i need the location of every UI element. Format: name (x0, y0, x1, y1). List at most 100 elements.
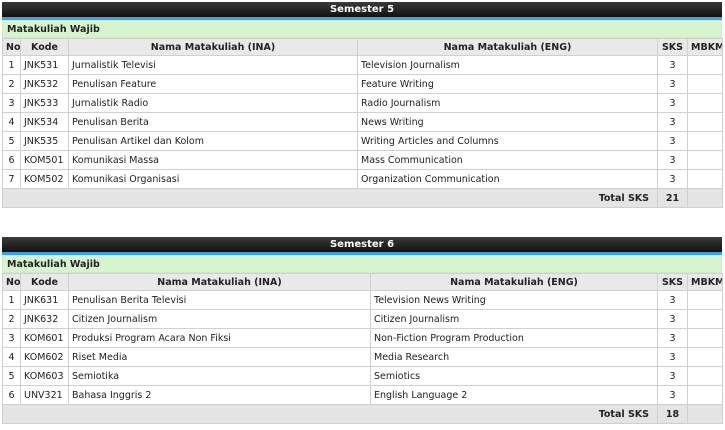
cell: 3 (2, 93, 21, 113)
stripe (2, 17, 722, 20)
cell: Non-Fiction Program Production (370, 328, 658, 348)
mbkm-cell (687, 112, 723, 132)
mbkm-cell (687, 169, 723, 189)
header-row: No Kode Nama Matakuliah (INA) Nama Matakuli… (2, 38, 723, 56)
cell: 3 (657, 131, 688, 151)
course-row: 4 JNK534 Penulisan Berita News Writing 3 (2, 112, 723, 132)
column-header: Nama Matakuliah (ENG) (357, 38, 658, 56)
stripe (2, 252, 722, 255)
cell: English Language 2 (370, 385, 658, 405)
cell: 3 (657, 150, 688, 170)
cell: JNK534 (20, 112, 69, 132)
cell: Television News Writing (370, 290, 658, 310)
course-row: 5 KOM603 Semiotika Semiotics 3 (2, 366, 723, 386)
semester-title: Semester 6 (2, 237, 722, 252)
cell: 3 (657, 112, 688, 132)
course-row: 7 KOM502 Komunikasi Organisasi Organization… (2, 169, 723, 189)
cell: 1 (2, 55, 21, 75)
cell: 3 (657, 93, 688, 113)
cell: 3 (657, 309, 688, 329)
cell: 2 (2, 309, 21, 329)
column-header: No (2, 273, 21, 291)
cell: Komunikasi Organisasi (68, 169, 358, 189)
column-header: No (2, 38, 21, 56)
cell: 3 (2, 328, 21, 348)
cell: UNV321 (20, 385, 69, 405)
mbkm-cell (687, 385, 723, 405)
total-row: Total SKS 18 (2, 404, 723, 424)
mbkm-cell (687, 188, 723, 208)
cell: 3 (657, 385, 688, 405)
cell: Semiotics (370, 366, 658, 386)
cell: 3 (657, 55, 688, 75)
cell: 6 (2, 150, 21, 170)
cell: Bahasa Inggris 2 (68, 385, 371, 405)
column-header: MBKM (687, 273, 723, 291)
cell: Penulisan Berita (68, 112, 358, 132)
mbkm-cell (687, 290, 723, 310)
cell: Jurnalistik Televisi (68, 55, 358, 75)
cell: Feature Writing (357, 74, 658, 94)
course-row: 2 JNK632 Citizen Journalism Citizen Journal… (2, 309, 723, 329)
cell: Semiotika (68, 366, 371, 386)
cell: KOM502 (20, 169, 69, 189)
cell: Penulisan Artikel dan Kolom (68, 131, 358, 151)
course-row: 6 UNV321 Bahasa Inggris 2 English Language … (2, 385, 723, 405)
cell: Penulisan Berita Televisi (68, 290, 371, 310)
mbkm-cell (687, 150, 723, 170)
course-row: 1 JNK631 Penulisan Berita Televisi Televisi… (2, 290, 723, 310)
course-row: 5 JNK535 Penulisan Artikel dan Kolom Writin… (2, 131, 723, 151)
cell: 6 (2, 385, 21, 405)
column-header: SKS (657, 273, 688, 291)
cell: KOM602 (20, 347, 69, 367)
course-row: 3 KOM601 Produksi Program Acara Non Fiksi N… (2, 328, 723, 348)
semester-block: Semester 5 Matakuliah Wajib No Kode Nama Mat… (2, 2, 723, 208)
course-row: 2 JNK532 Penulisan Feature Feature Writing 3 (2, 74, 723, 94)
column-header: Nama Matakuliah (INA) (68, 273, 371, 291)
column-header: SKS (657, 38, 688, 56)
mbkm-cell (687, 404, 723, 424)
cell: 5 (2, 366, 21, 386)
cell: JNK531 (20, 55, 69, 75)
cell: Penulisan Feature (68, 74, 358, 94)
column-header: Kode (20, 273, 69, 291)
mbkm-cell (687, 309, 723, 329)
cell: KOM601 (20, 328, 69, 348)
cell: JNK632 (20, 309, 69, 329)
cell: Produksi Program Acara Non Fiksi (68, 328, 371, 348)
semester-title: Semester 5 (2, 2, 722, 17)
cell: 4 (2, 347, 21, 367)
cell: KOM501 (20, 150, 69, 170)
column-header: MBKM (687, 38, 723, 56)
course-table: No Kode Nama Matakuliah (INA) Nama Matakuli… (2, 38, 723, 208)
cell: 3 (657, 74, 688, 94)
mbkm-cell (687, 74, 723, 94)
cell: Television Journalism (357, 55, 658, 75)
course-table: No Kode Nama Matakuliah (INA) Nama Matakuli… (2, 273, 723, 424)
cell: 3 (657, 328, 688, 348)
cell: JNK533 (20, 93, 69, 113)
cell: Mass Communication (357, 150, 658, 170)
course-row: 6 KOM501 Komunikasi Massa Mass Communicatio… (2, 150, 723, 170)
cell: 1 (2, 290, 21, 310)
total-row: Total SKS 21 (2, 188, 723, 208)
cell: 5 (2, 131, 21, 151)
group-label: Matakuliah Wajib (2, 255, 722, 273)
cell: Radio Journalism (357, 93, 658, 113)
cell: Organization Communication (357, 169, 658, 189)
course-row: 4 KOM602 Riset Media Media Research 3 (2, 347, 723, 367)
cell: Jurnalistik Radio (68, 93, 358, 113)
cell: Riset Media (68, 347, 371, 367)
cell: Citizen Journalism (370, 309, 658, 329)
cell: KOM603 (20, 366, 69, 386)
cell: 2 (2, 74, 21, 94)
course-row: 1 JNK531 Jurnalistik Televisi Television Jo… (2, 55, 723, 75)
cell: JNK535 (20, 131, 69, 151)
cell: 3 (657, 169, 688, 189)
course-row: 3 JNK533 Jurnalistik Radio Radio Journalism… (2, 93, 723, 113)
cell: 4 (2, 112, 21, 132)
group-label: Matakuliah Wajib (2, 20, 722, 38)
cell: Komunikasi Massa (68, 150, 358, 170)
column-header: Nama Matakuliah (ENG) (370, 273, 658, 291)
